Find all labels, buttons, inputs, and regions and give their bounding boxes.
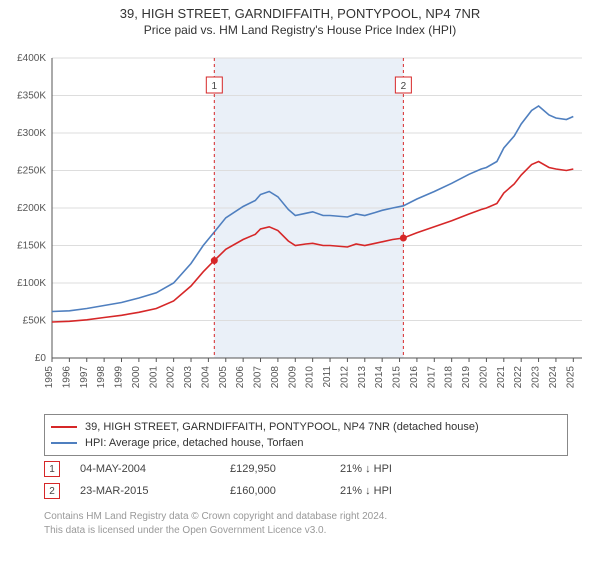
svg-text:£300K: £300K (17, 128, 46, 139)
svg-text:£100K: £100K (17, 278, 46, 289)
svg-text:2006: 2006 (235, 366, 246, 389)
svg-text:2010: 2010 (305, 366, 316, 389)
marker-row: 1 04-MAY-2004£129,95021% ↓ HPI (44, 458, 554, 480)
svg-text:2004: 2004 (200, 366, 211, 389)
svg-text:£400K: £400K (17, 53, 46, 64)
svg-text:2: 2 (401, 81, 407, 92)
svg-text:2024: 2024 (548, 366, 559, 389)
chart-plot: £0 £50K £100K £150K £200K £250K £300K £350K £400… (8, 50, 592, 406)
svg-text:2023: 2023 (531, 366, 542, 389)
svg-text:2014: 2014 (374, 366, 385, 389)
marker-date: 23-MAR-2015 (80, 485, 230, 497)
svg-text:2005: 2005 (218, 366, 229, 389)
svg-text:2011: 2011 (322, 366, 333, 388)
svg-text:1996: 1996 (61, 366, 72, 389)
svg-text:£250K: £250K (17, 166, 46, 177)
marker-price: £160,000 (230, 485, 340, 497)
svg-text:£150K: £150K (17, 241, 46, 252)
legend-swatch (51, 426, 77, 428)
footer-attribution: Contains HM Land Registry data © Crown c… (44, 510, 564, 537)
marker-pct: 21% ↓ HPI (340, 463, 440, 475)
legend-label: 39, HIGH STREET, GARNDIFFAITH, PONTYPOOL… (85, 421, 479, 433)
legend-label: HPI: Average price, detached house, Torf… (85, 437, 304, 449)
footer-line: This data is licensed under the Open Gov… (44, 524, 564, 538)
svg-text:1998: 1998 (96, 366, 107, 389)
svg-text:2001: 2001 (148, 366, 159, 389)
legend-row: HPI: Average price, detached house, Torf… (51, 435, 561, 451)
svg-text:2018: 2018 (444, 366, 455, 389)
svg-text:2019: 2019 (461, 366, 472, 389)
marker-date: 04-MAY-2004 (80, 463, 230, 475)
svg-text:£200K: £200K (17, 203, 46, 214)
marker-row: 2 23-MAR-2015£160,00021% ↓ HPI (44, 480, 554, 502)
svg-text:1: 1 (212, 81, 218, 92)
svg-text:2016: 2016 (409, 366, 420, 389)
svg-text:1995: 1995 (44, 366, 55, 389)
svg-text:2015: 2015 (392, 366, 403, 389)
svg-text:2003: 2003 (183, 366, 194, 389)
marker-price: £129,950 (230, 463, 340, 475)
svg-text:2020: 2020 (478, 366, 489, 389)
marker-table: 1 04-MAY-2004£129,95021% ↓ HPI 2 23-MAR-201… (44, 458, 554, 502)
svg-text:£0: £0 (35, 353, 47, 364)
svg-text:£50K: £50K (23, 316, 47, 327)
svg-text:2013: 2013 (357, 366, 368, 389)
chart-container: 39, HIGH STREET, GARNDIFFAITH, PONTYPOOL… (0, 6, 600, 566)
chart-subtitle: Price paid vs. HM Land Registry's House … (0, 23, 600, 37)
svg-text:2002: 2002 (166, 366, 177, 389)
marker-pct: 21% ↓ HPI (340, 485, 440, 497)
marker-badge: 2 (44, 483, 60, 499)
legend-row: 39, HIGH STREET, GARNDIFFAITH, PONTYPOOL… (51, 419, 561, 435)
svg-text:2007: 2007 (253, 366, 264, 389)
svg-text:2017: 2017 (426, 366, 437, 389)
svg-text:£350K: £350K (17, 91, 46, 102)
svg-text:2012: 2012 (339, 366, 350, 389)
svg-text:2025: 2025 (565, 366, 576, 389)
svg-text:1997: 1997 (79, 366, 90, 389)
svg-text:1999: 1999 (114, 366, 125, 389)
svg-text:2000: 2000 (131, 366, 142, 389)
svg-text:2021: 2021 (496, 366, 507, 389)
marker-badge: 1 (44, 461, 60, 477)
svg-text:2008: 2008 (270, 366, 281, 389)
footer-line: Contains HM Land Registry data © Crown c… (44, 510, 564, 524)
svg-text:2009: 2009 (287, 366, 298, 389)
legend-swatch (51, 442, 77, 444)
legend: 39, HIGH STREET, GARNDIFFAITH, PONTYPOOL… (44, 414, 568, 456)
svg-text:2022: 2022 (513, 366, 524, 389)
chart-title: 39, HIGH STREET, GARNDIFFAITH, PONTYPOOL… (0, 6, 600, 21)
